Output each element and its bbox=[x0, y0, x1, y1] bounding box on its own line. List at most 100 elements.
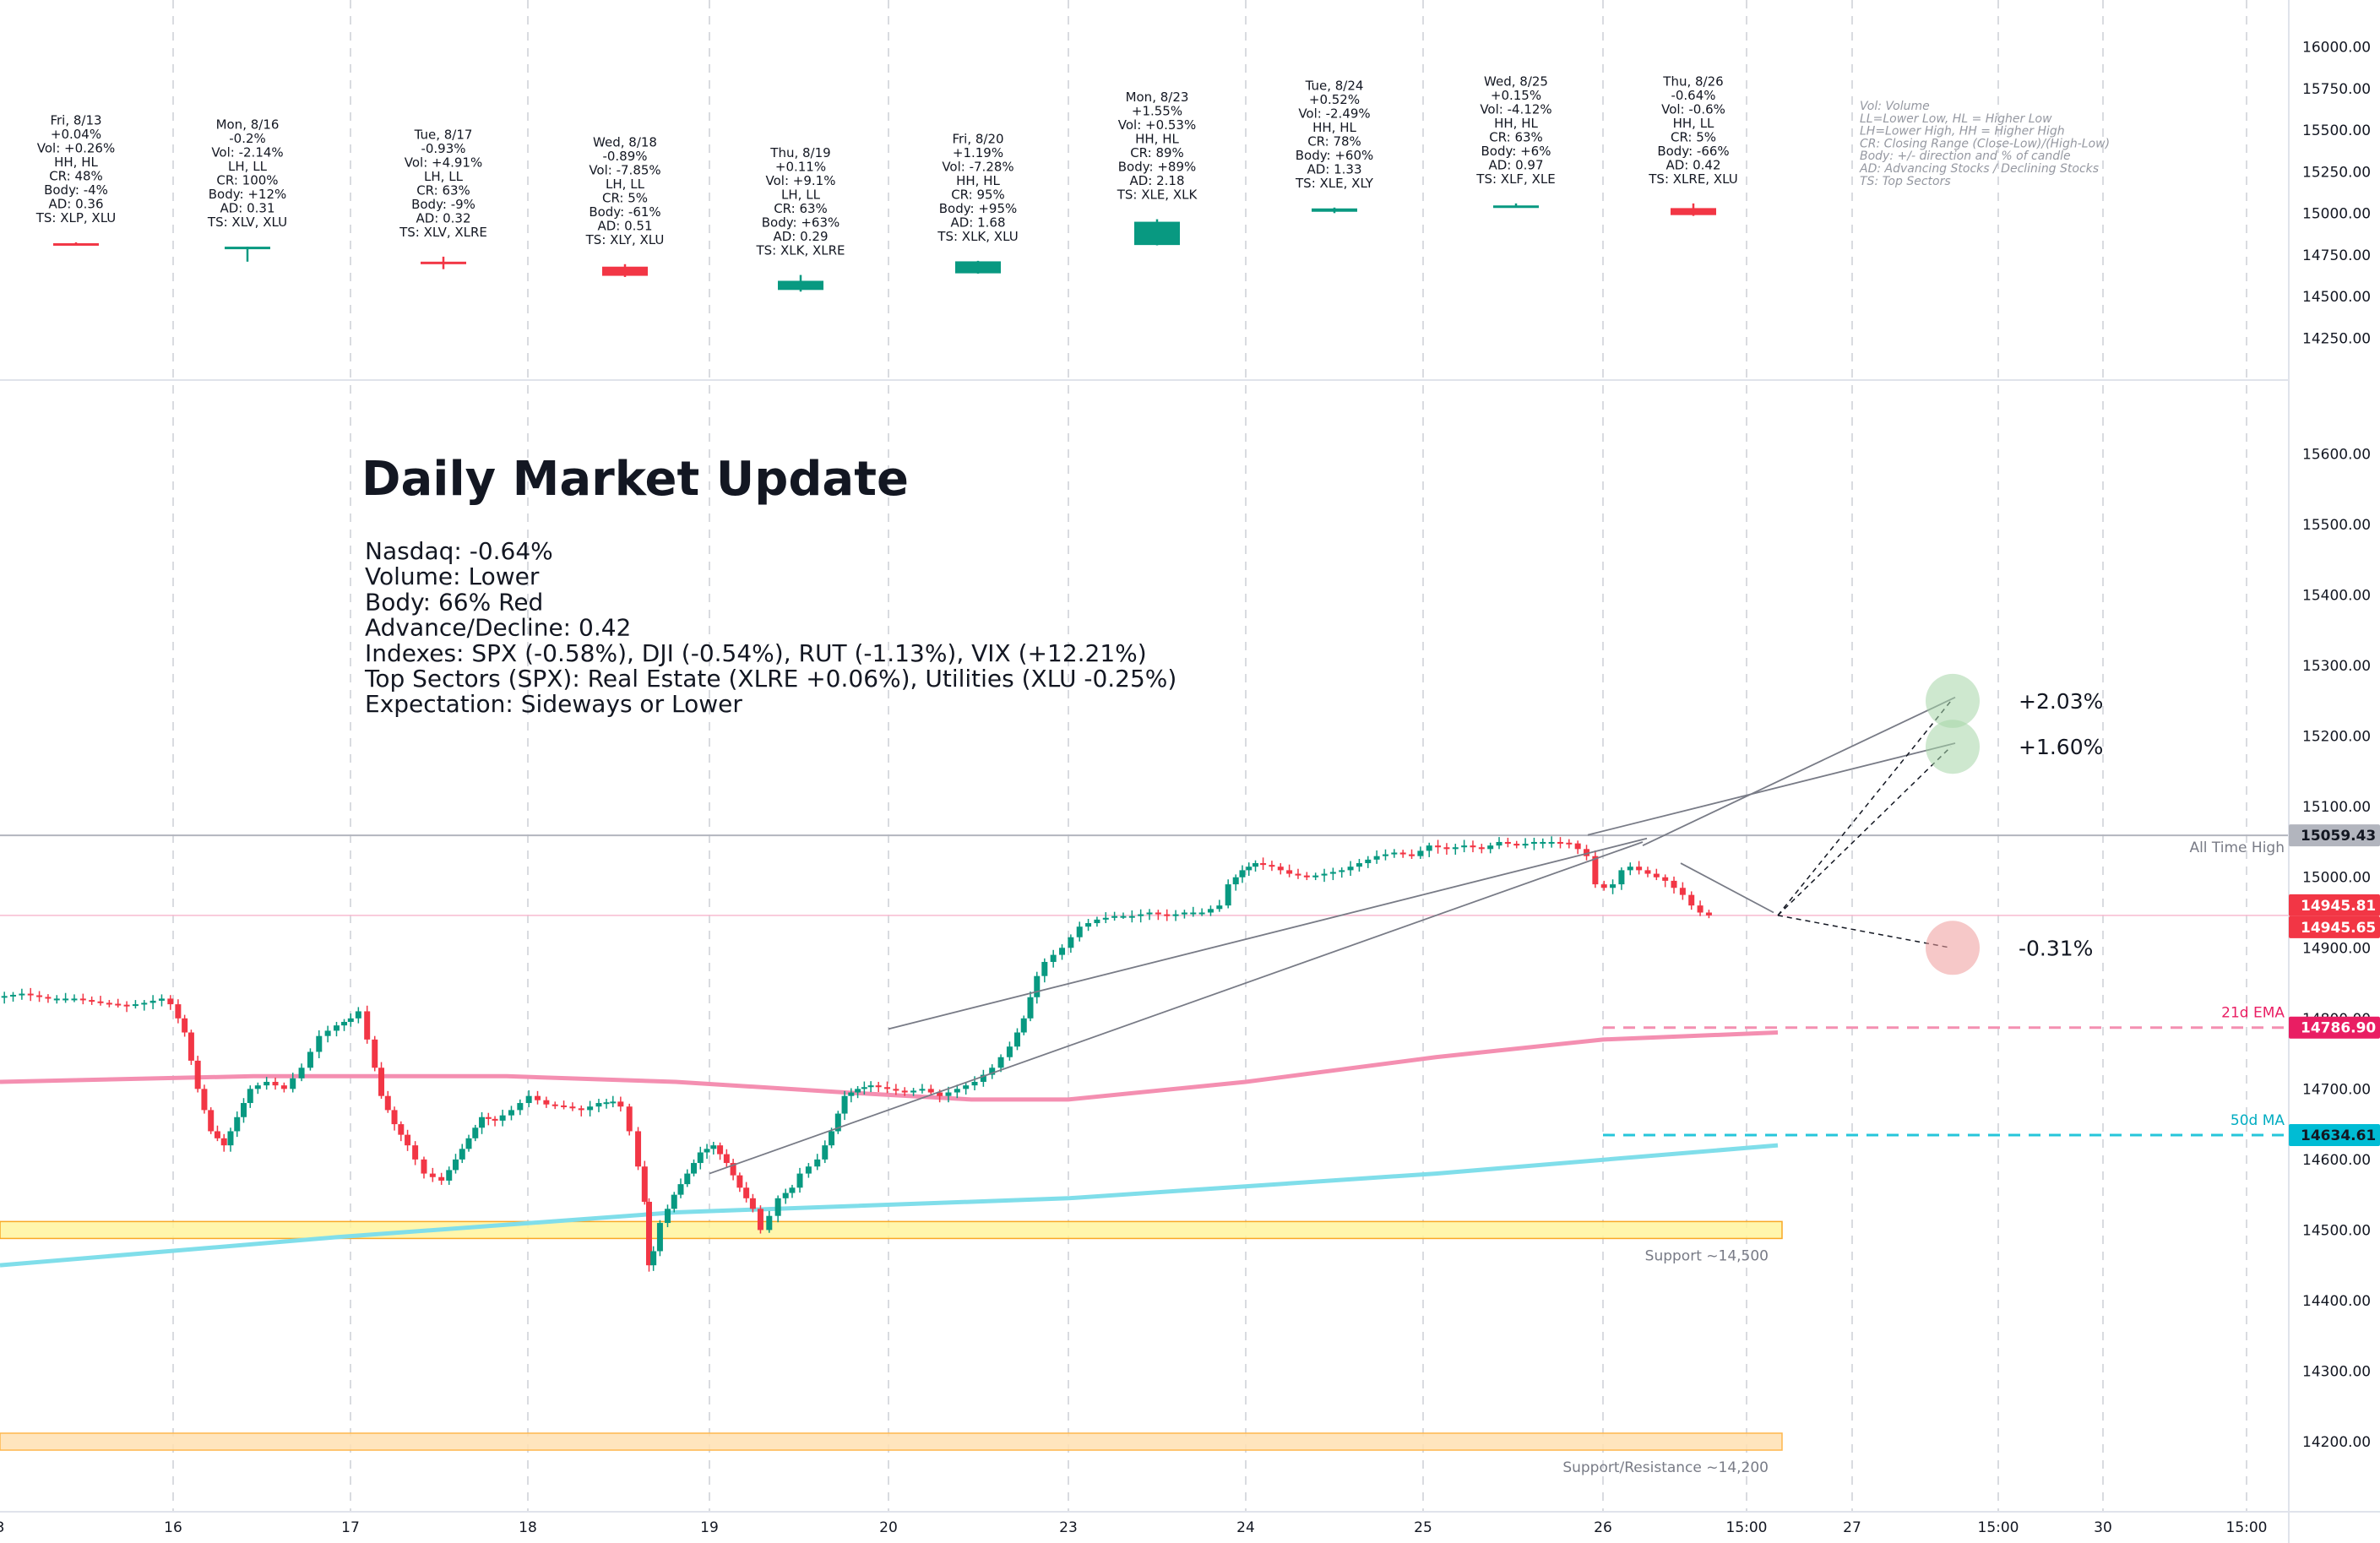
candle-body bbox=[578, 1108, 584, 1111]
candle-body bbox=[1041, 961, 1048, 976]
legend-line: Vol: Volume bbox=[1860, 100, 1930, 113]
candle-body bbox=[626, 1106, 633, 1132]
legend-line: LL=Lower Low, HL = Higher Low bbox=[1860, 112, 2052, 126]
candle-body bbox=[595, 1103, 602, 1107]
candle-body bbox=[829, 1131, 835, 1146]
candle-body bbox=[757, 1209, 763, 1231]
day-stat: Body: -66% bbox=[1657, 144, 1729, 159]
target-label: +1.60% bbox=[2019, 735, 2103, 759]
day-stat: HH, HL bbox=[956, 173, 1000, 188]
candle-body bbox=[1068, 937, 1074, 948]
trend-line bbox=[709, 841, 1644, 1175]
candle-body bbox=[1128, 915, 1135, 918]
candle-body bbox=[1190, 912, 1197, 915]
candle-body bbox=[789, 1187, 796, 1193]
top-axis-tick-label: 14250.00 bbox=[2302, 330, 2371, 347]
ma50-curve bbox=[0, 1143, 1779, 1268]
ath-tag: 15059.43 bbox=[2301, 828, 2376, 845]
top-axis-tick-label: 15500.00 bbox=[2302, 122, 2371, 139]
candle-body bbox=[1671, 880, 1677, 888]
annotation-line: Indexes: SPX (-0.58%), DJI (-0.54%), RUT… bbox=[365, 639, 1147, 667]
day-stat: Vol: +9.1% bbox=[766, 173, 836, 188]
candle-body bbox=[1627, 867, 1633, 871]
candle-body bbox=[123, 1004, 130, 1007]
candle-body bbox=[641, 1166, 648, 1202]
day-candle-body bbox=[1134, 221, 1180, 246]
candle-body bbox=[841, 1095, 848, 1114]
time-axis-label: 15:00 bbox=[1978, 1519, 2019, 1536]
candle-body bbox=[1487, 845, 1494, 850]
candle-body bbox=[459, 1149, 465, 1160]
projection-arrow bbox=[1777, 915, 1952, 949]
candle-body bbox=[1155, 912, 1161, 915]
annotation-line: Body: 66% Red bbox=[365, 588, 543, 616]
candle-body bbox=[1478, 847, 1485, 850]
candle-body bbox=[1347, 867, 1354, 871]
candle-body bbox=[1443, 847, 1450, 850]
day-stat: Body: +6% bbox=[1481, 144, 1551, 159]
candle-body bbox=[710, 1145, 717, 1149]
last-price-tag-2-bg bbox=[2289, 915, 2380, 938]
day-stat: +1.19% bbox=[953, 145, 1003, 160]
main-axis-tick-label: 14600.00 bbox=[2302, 1152, 2371, 1169]
day-stat: -0.89% bbox=[602, 149, 647, 164]
day-stat: CR: 63% bbox=[774, 201, 828, 216]
candle-body bbox=[884, 1087, 891, 1089]
candle-body bbox=[552, 1104, 558, 1106]
time-axis-label: 25 bbox=[1414, 1519, 1432, 1536]
candle-body bbox=[372, 1039, 378, 1068]
main-axis-tick-label: 15500.00 bbox=[2302, 517, 2371, 534]
day-stat: AD: 0.31 bbox=[220, 201, 274, 216]
candle-body bbox=[1303, 875, 1310, 877]
candle-body bbox=[834, 1113, 841, 1132]
candle-body bbox=[893, 1089, 899, 1091]
candle-body bbox=[1172, 914, 1179, 916]
candle-body bbox=[1530, 841, 1537, 845]
annotation-line: Top Sectors (SPX): Real Estate (XLRE +0.… bbox=[364, 665, 1176, 693]
candle-body bbox=[280, 1085, 287, 1089]
candle-body bbox=[378, 1068, 385, 1096]
day-label: Mon, 8/16 bbox=[216, 117, 280, 133]
day-stat: CR: 89% bbox=[1130, 145, 1184, 160]
candle-body bbox=[1557, 841, 1563, 844]
legend-line: Body: +/- direction and % of candle bbox=[1860, 149, 2071, 163]
all-time-high-label: All Time High bbox=[2189, 839, 2285, 856]
candle-body bbox=[1339, 870, 1345, 872]
candle-body bbox=[927, 1089, 934, 1093]
candle-body bbox=[963, 1085, 970, 1089]
day-candle-body bbox=[778, 280, 823, 291]
candle-body bbox=[254, 1085, 261, 1089]
candle-body bbox=[691, 1163, 698, 1174]
candle-body bbox=[247, 1089, 253, 1104]
candle-body bbox=[132, 1004, 139, 1007]
candle-body bbox=[814, 1159, 821, 1167]
day-label: Tue, 8/17 bbox=[414, 127, 473, 142]
day-stat: +0.11% bbox=[775, 160, 826, 175]
candle-body bbox=[610, 1101, 617, 1104]
candle-body bbox=[1312, 875, 1319, 877]
candle-body bbox=[62, 998, 69, 1001]
day-candle-body bbox=[225, 247, 270, 250]
day-stat: Body: +95% bbox=[939, 201, 1018, 216]
candle-body bbox=[671, 1194, 677, 1209]
candle-body bbox=[796, 1173, 803, 1188]
candle-body bbox=[465, 1138, 472, 1149]
candle-body bbox=[587, 1106, 594, 1111]
time-axis-label: 23 bbox=[1059, 1519, 1078, 1536]
day-stat: Body: +60% bbox=[1296, 148, 1374, 163]
candle-body bbox=[1435, 845, 1442, 848]
day-candle-body bbox=[1671, 208, 1716, 215]
candle-body bbox=[1592, 856, 1599, 885]
candle-body bbox=[1705, 912, 1712, 915]
day-stat: CR: 100% bbox=[216, 173, 278, 188]
candle-body bbox=[1120, 915, 1127, 918]
candle-body bbox=[19, 993, 25, 996]
candle-body bbox=[723, 1154, 730, 1164]
candle-body bbox=[1034, 975, 1041, 997]
annotation-line: Volume: Lower bbox=[365, 562, 540, 590]
day-stat: Body: +12% bbox=[209, 187, 287, 202]
candle-body bbox=[391, 1110, 398, 1125]
